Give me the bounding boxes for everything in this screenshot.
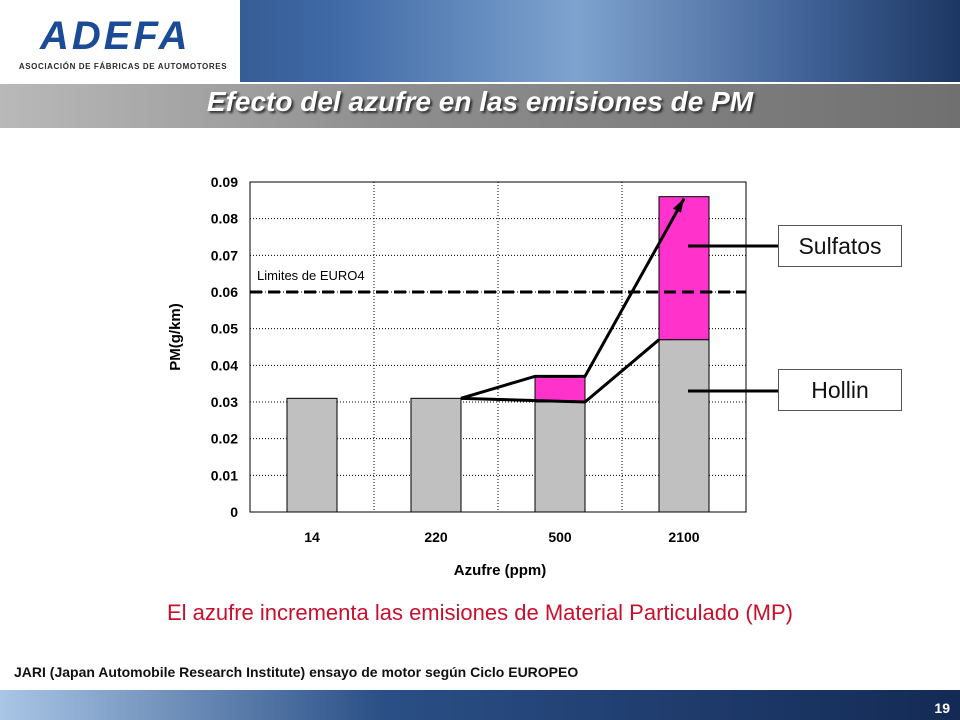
y-tick-label: 0.02 [211, 431, 238, 447]
y-tick-label: 0.06 [211, 284, 238, 300]
callout-hollin: Hollin [778, 369, 902, 411]
y-tick-label: 0.01 [211, 467, 238, 483]
bar-sulfatos-500 [534, 375, 586, 403]
trend-total-line [460, 197, 686, 400]
bar-hollin-500 [534, 401, 586, 513]
y-tick-label: 0.07 [211, 247, 238, 263]
y-tick-label: 0.09 [211, 174, 238, 190]
logo-subtitle: ASOCIACIÓN DE FÁBRICAS DE AUTOMOTORES [18, 62, 228, 71]
logo: ADEFA ASOCIACIÓN DE FÁBRICAS DE AUTOMOTO… [0, 0, 240, 82]
y-tick-label: 0.04 [211, 357, 238, 373]
y-tick-label: 0.03 [211, 394, 238, 410]
trend-arrowhead [673, 198, 684, 213]
x-tick-label: 14 [304, 529, 320, 545]
callout-sulfatos: Sulfatos [778, 225, 902, 267]
x-tick-label: 500 [548, 529, 572, 545]
bar-sulfatos-2100 [658, 196, 710, 341]
emissions-chart: 0 0.01 0.02 0.03 0.04 0.05 0.06 0.07 0.08 0.09 14 2… [167, 174, 778, 579]
y-tick-label: 0.05 [211, 321, 238, 337]
x-axis-label: Azufre (ppm) [454, 562, 547, 579]
euro4-limit-label: Limites de EURO4 [257, 268, 365, 283]
y-tick-label: 0.08 [211, 211, 238, 227]
bar-hollin-220 [410, 397, 462, 513]
footer-banner [0, 690, 960, 720]
bar-hollin-2100 [658, 339, 710, 513]
trend-hollin-line [460, 338, 660, 404]
x-tick-label: 220 [424, 529, 448, 545]
source-note: JARI (Japan Automobile Research Institut… [14, 664, 579, 680]
conclusion-text: El azufre incrementa las emisiones de Ma… [166, 600, 794, 625]
logo-text: ADEFA [40, 14, 191, 58]
title-bar [0, 84, 960, 128]
y-tick-label: 0 [230, 504, 238, 520]
bar-hollin-14 [286, 397, 338, 513]
slide-title: Efecto del azufre en las emisiones de PM [206, 86, 754, 117]
page-number: 19 [934, 700, 950, 716]
x-tick-label: 2100 [668, 529, 699, 545]
y-axis-label: PM(g/km) [167, 303, 184, 371]
